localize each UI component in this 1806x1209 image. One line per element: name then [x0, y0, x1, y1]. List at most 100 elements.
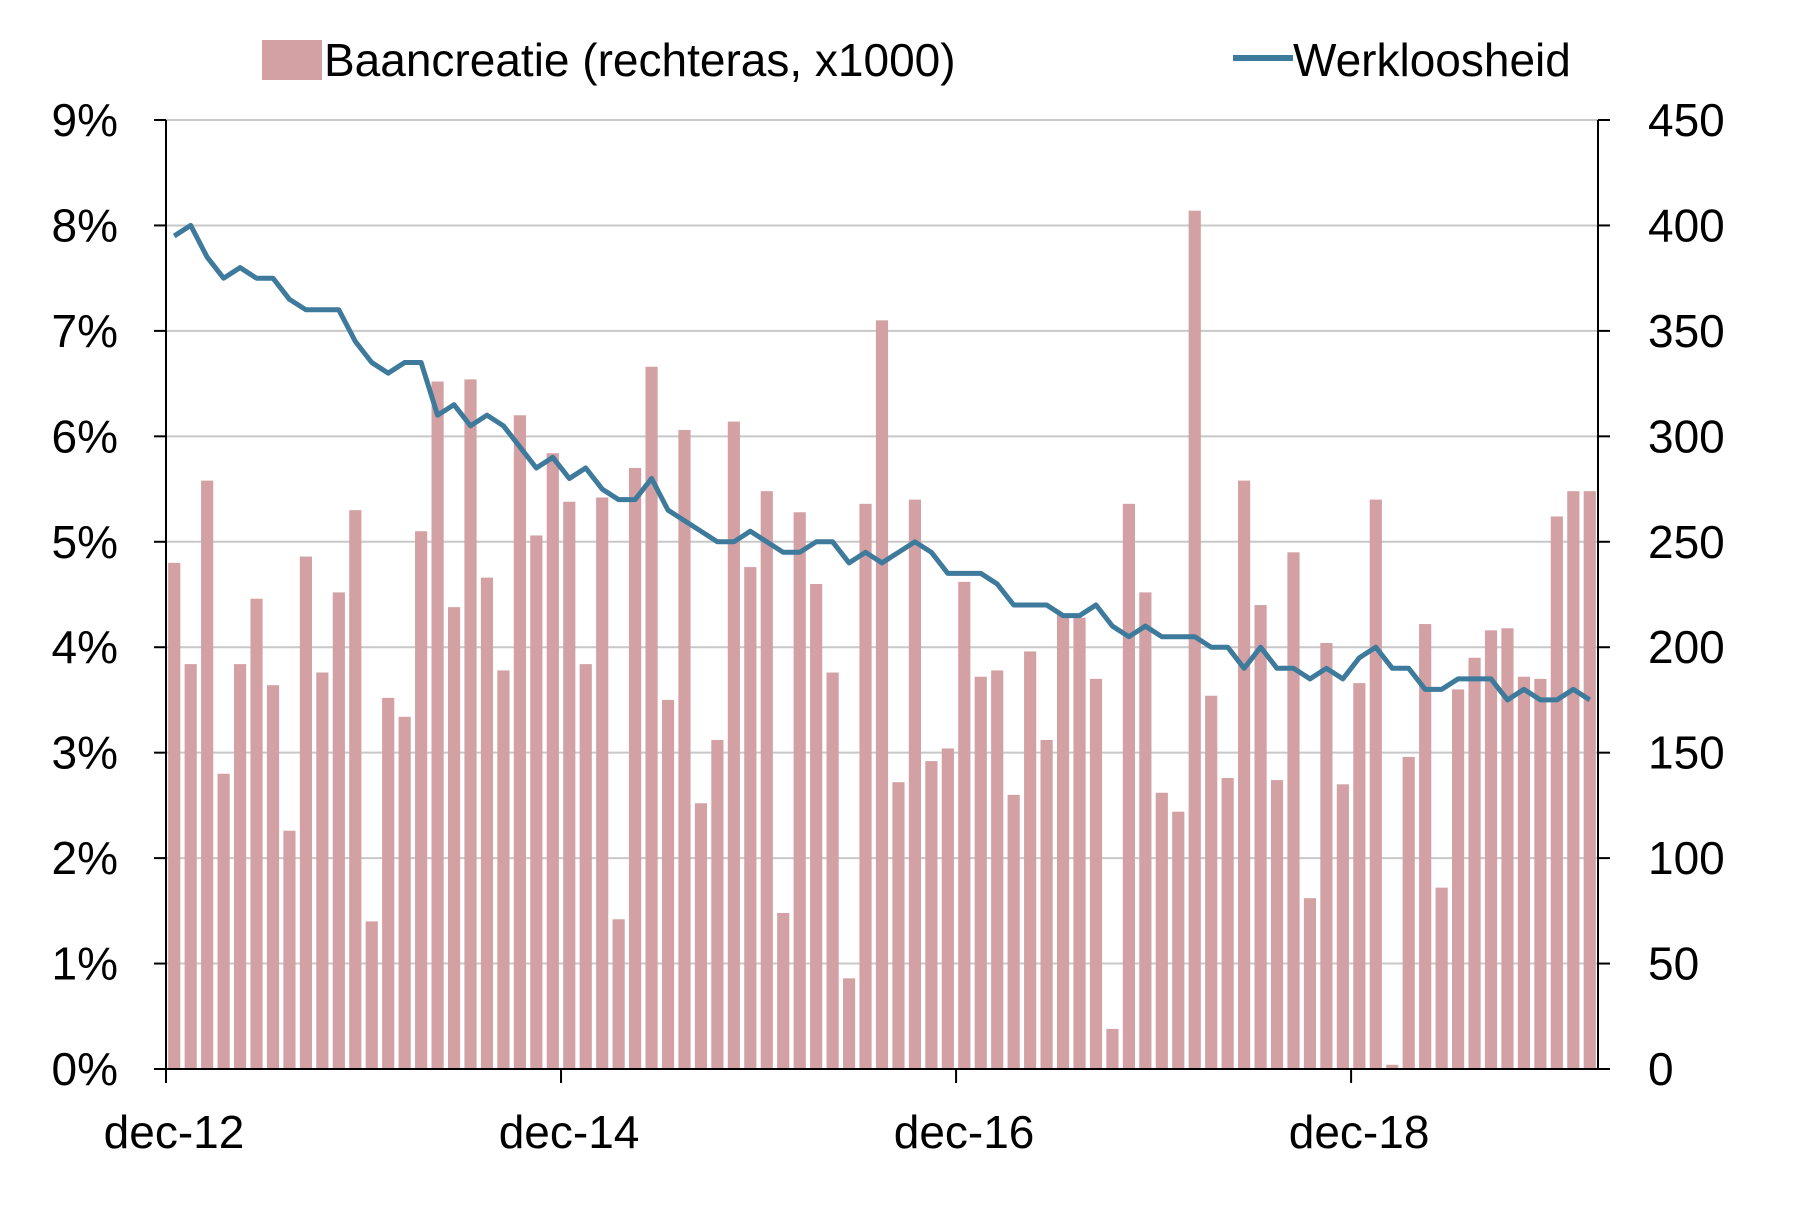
bar — [793, 512, 806, 1069]
werkloosheid-line — [172, 222, 1592, 703]
bar — [744, 567, 757, 1069]
bar — [530, 535, 543, 1069]
bar — [497, 670, 510, 1069]
bar — [1040, 740, 1053, 1069]
left-tick-label: 4% — [52, 621, 118, 673]
bar — [941, 748, 954, 1069]
bar — [974, 676, 987, 1069]
x-tick-label: dec-16 — [894, 1106, 1035, 1158]
bar — [1484, 630, 1498, 1069]
left-axis-ticks: 0% 1% 2% 3% 4% 5% 6% 7% 8% 9% — [52, 94, 166, 1095]
legend: Baancreatie (rechteras, x1000) Werkloosh… — [262, 34, 1571, 86]
bar — [1386, 1064, 1399, 1069]
bar — [579, 664, 592, 1069]
bar — [1320, 643, 1333, 1069]
bar — [233, 664, 247, 1069]
legend-swatch-bars — [262, 40, 322, 80]
bar — [1419, 624, 1432, 1069]
right-tick-label: 300 — [1648, 410, 1725, 462]
bar — [415, 531, 428, 1069]
x-tick-label: dec-12 — [104, 1106, 245, 1158]
bar — [777, 912, 790, 1069]
right-tick-label: 200 — [1648, 621, 1725, 673]
bar — [283, 830, 296, 1069]
bar — [1336, 784, 1349, 1069]
left-tick-label: 2% — [52, 832, 118, 884]
left-tick-label: 0% — [52, 1043, 118, 1095]
left-tick-label: 7% — [52, 305, 118, 357]
bar — [1270, 780, 1284, 1069]
bar — [760, 491, 773, 1070]
bar — [1238, 480, 1251, 1069]
right-axis-ticks: 0 50 100 150 200 250 300 350 400 450 — [1598, 94, 1725, 1095]
bar — [1172, 811, 1185, 1069]
axes — [165, 120, 1599, 1070]
bar — [398, 716, 411, 1069]
bar-series — [168, 210, 1596, 1070]
bar — [217, 773, 230, 1069]
bar — [480, 577, 494, 1069]
bar — [1254, 605, 1267, 1069]
bar — [1073, 617, 1086, 1069]
bar — [1550, 516, 1563, 1069]
bar — [464, 379, 477, 1070]
bar — [1353, 683, 1366, 1069]
bar — [1534, 678, 1547, 1069]
bar — [1122, 503, 1135, 1070]
bar — [596, 497, 609, 1070]
bar — [727, 421, 740, 1069]
bar — [1188, 210, 1201, 1069]
bar — [431, 381, 444, 1070]
bar — [1583, 491, 1596, 1070]
bar — [1501, 628, 1514, 1069]
bar — [678, 430, 691, 1069]
bar — [563, 501, 576, 1070]
bar — [316, 672, 329, 1069]
bar — [892, 782, 905, 1069]
bar — [925, 761, 938, 1069]
right-tick-label: 250 — [1648, 516, 1725, 568]
bar — [349, 510, 362, 1070]
left-tick-label: 6% — [52, 410, 118, 462]
bar — [1303, 898, 1317, 1069]
bar — [1567, 491, 1580, 1070]
left-tick-label: 5% — [52, 516, 118, 568]
bar — [1106, 1028, 1119, 1069]
bar — [908, 499, 922, 1070]
x-tick-label: dec-14 — [499, 1106, 640, 1158]
bar — [612, 919, 625, 1069]
bar — [1221, 777, 1234, 1069]
bar — [1468, 657, 1481, 1069]
bar — [810, 583, 823, 1069]
right-tick-label: 350 — [1648, 305, 1725, 357]
bar — [859, 503, 872, 1070]
left-tick-label: 1% — [52, 938, 118, 990]
left-tick-label: 8% — [52, 199, 118, 251]
bar — [711, 740, 724, 1069]
bar — [629, 467, 642, 1069]
bar — [1007, 794, 1020, 1069]
bar — [1024, 651, 1037, 1069]
legend-label-bars: Baancreatie (rechteras, x1000) — [324, 34, 956, 86]
right-tick-label: 450 — [1648, 94, 1725, 146]
right-tick-label: 50 — [1648, 938, 1699, 990]
bar — [546, 453, 559, 1069]
bar — [875, 320, 889, 1069]
bar — [842, 978, 856, 1069]
x-tick-label: dec-18 — [1289, 1106, 1430, 1158]
bar — [1402, 756, 1415, 1069]
right-tick-label: 0 — [1648, 1043, 1674, 1095]
x-axis-ticks: dec-12 dec-14 dec-16 dec-18 — [104, 1069, 1430, 1158]
bar — [694, 803, 708, 1069]
left-tick-label: 9% — [52, 94, 118, 146]
right-tick-label: 400 — [1648, 199, 1725, 251]
bar — [991, 670, 1004, 1069]
bar — [1056, 613, 1070, 1069]
bar — [1369, 499, 1382, 1070]
bar — [958, 581, 971, 1069]
bar — [1139, 592, 1152, 1069]
bar — [382, 697, 395, 1069]
bar — [513, 415, 526, 1069]
legend-label-line: Werkloosheid — [1293, 34, 1571, 86]
